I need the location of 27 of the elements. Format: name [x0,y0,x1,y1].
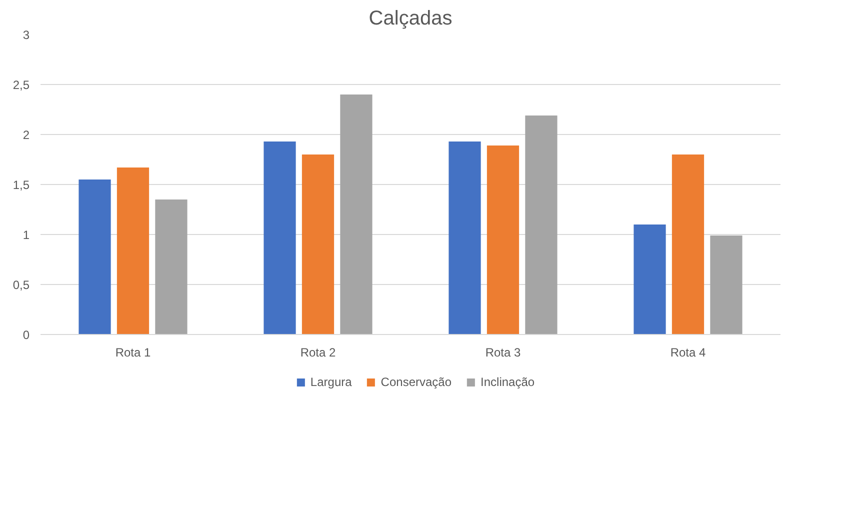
bar [710,236,742,334]
x-tick-label: Rota 1 [115,346,152,360]
bar [264,142,296,334]
y-tick-label: 0,5 [12,278,30,292]
bar [486,146,520,334]
bar [525,116,558,334]
bar [302,154,334,334]
bar [448,142,481,334]
legend-label: Largura [310,375,352,389]
y-tick-label: 0 [22,328,30,342]
bar [340,94,372,334]
bar [634,224,666,334]
bar [116,168,150,334]
y-tick-label: 1,5 [12,178,30,192]
legend-label: Inclinação [480,375,535,389]
bar [78,180,111,334]
x-tick-label: Rota 4 [670,346,706,360]
x-tick-label: Rota 2 [300,346,336,360]
y-tick-label: 2,5 [12,78,30,92]
x-tick-label: Rota 3 [485,346,522,360]
legend-label: Conservação [380,375,452,389]
y-tick-label: 1 [22,228,30,242]
bar [155,200,188,334]
chart-title: Calçadas [368,8,452,30]
y-tick-label: 3 [22,28,30,42]
y-tick-label: 2 [22,128,30,142]
bar [672,154,704,334]
